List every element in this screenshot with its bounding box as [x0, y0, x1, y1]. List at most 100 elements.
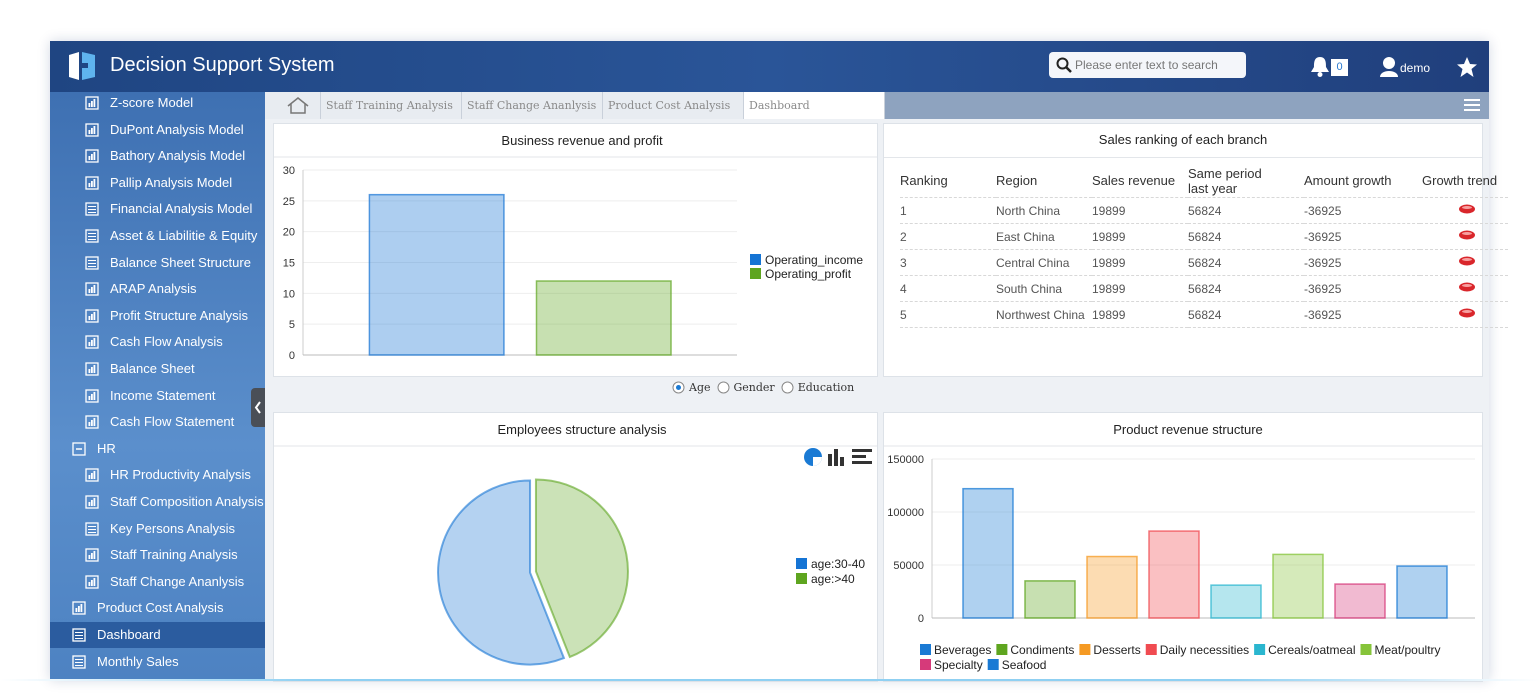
sidebar-item[interactable]: Product Cost Analysis	[50, 595, 265, 621]
sidebar-item[interactable]: Income Statement	[50, 383, 265, 409]
icon-bar	[91, 154, 93, 161]
item-icon	[85, 176, 99, 190]
icon-bar	[88, 395, 91, 400]
table-cell: Central China	[996, 249, 1092, 276]
item-label: Staff Composition Analysis	[110, 494, 264, 509]
icon-box	[85, 282, 99, 296]
icon-bar	[91, 340, 93, 347]
trend-cell	[1420, 249, 1508, 276]
item-icon	[85, 495, 99, 509]
table-cell: 56824	[1188, 197, 1304, 224]
table-cell: North China	[996, 197, 1092, 224]
ranking-table: Ranking Region Sales revenue Same period la…	[900, 164, 1508, 328]
sidebar-item[interactable]: Pallip Analysis Model	[50, 170, 265, 196]
radio	[717, 381, 729, 394]
radio-option[interactable]: Age	[672, 381, 711, 394]
icon-bar	[88, 581, 91, 586]
icon-bar	[91, 473, 93, 480]
tab[interactable]: Staff Change Ananlysis	[462, 92, 603, 119]
sidebar-item[interactable]: Z-score Model	[50, 92, 265, 116]
icon-bar	[93, 178, 96, 187]
icon-box	[85, 255, 99, 270]
sidebar-item[interactable]: Cash Flow Statement	[50, 409, 265, 435]
radio	[781, 381, 794, 394]
trend-icon	[1459, 256, 1475, 266]
user-name[interactable]: demo	[1400, 61, 1431, 75]
icon-bar	[75, 608, 78, 613]
user-icon[interactable]	[1379, 56, 1399, 78]
table-cell: 19899	[1092, 249, 1188, 276]
trend-cell	[1420, 301, 1508, 328]
sidebar-item[interactable]: Asset & Liabilitie & Equity	[50, 223, 265, 249]
tab[interactable]: Staff Training Analysis	[321, 92, 462, 119]
star-icon[interactable]	[1456, 56, 1478, 78]
table-title: Sales ranking of each branch	[1098, 132, 1268, 147]
sidebar-item[interactable]: Dashboard	[50, 622, 265, 648]
item-label: DuPont Analysis Model	[110, 121, 244, 137]
icon-bar	[91, 553, 93, 560]
tab[interactable]: Dashboard	[744, 92, 885, 119]
table-cell: -36925	[1304, 301, 1420, 328]
trend-icon	[1459, 308, 1475, 318]
sidebar-item[interactable]: Profit Structure Analysis	[50, 303, 265, 329]
header-row: Ranking Region Sales revenue Same period la…	[900, 164, 1508, 198]
item-label: Bathory Analysis Model	[110, 148, 246, 164]
icon-box	[85, 362, 99, 376]
icon-box	[85, 335, 99, 350]
sidebar-item[interactable]: Key Persons Analysis	[50, 516, 265, 542]
icon-bar	[91, 367, 93, 373]
icon-bar	[88, 342, 91, 347]
sidebar-item[interactable]: Cash Flow Analysis	[50, 329, 265, 355]
icon-bar	[88, 103, 91, 107]
sidebar-item[interactable]: DuPont Analysis Model	[50, 117, 265, 143]
sidebar-item[interactable]: Staff Change Ananlysis	[50, 569, 265, 595]
search-placeholder: Please enter text to search	[1075, 58, 1218, 72]
icon-box	[85, 202, 99, 217]
item-icon	[85, 122, 99, 137]
item-label: HR Productivity Analysis	[110, 467, 251, 483]
radio-option[interactable]: Education	[781, 381, 854, 394]
menu-icon[interactable]	[1464, 99, 1482, 113]
sidebar-item[interactable]: HR	[50, 436, 265, 462]
tab[interactable]: Product Cost Analysis	[603, 92, 744, 119]
search-box[interactable]: Please enter text to search	[1049, 52, 1246, 78]
sidebar-item[interactable]: Balance Sheet Structure	[50, 250, 265, 276]
sidebar-item[interactable]: HR Productivity Analysis	[50, 462, 265, 488]
icon-bar	[91, 127, 93, 134]
icon-bar	[93, 311, 96, 320]
sidebar-item[interactable]: Financial Analysis Model	[50, 196, 265, 222]
table-cell: 56824	[1188, 249, 1304, 276]
bell-icon[interactable]	[1310, 56, 1330, 78]
home-tab[interactable]	[265, 92, 321, 119]
table-row: 2 East China 19899 56824 -36925	[900, 223, 1508, 250]
item-label: Pallip Analysis Model	[110, 174, 233, 190]
icon-bar	[88, 315, 91, 320]
item-label: Asset & Liabilitie & Equity	[110, 228, 258, 243]
item-icon	[85, 96, 99, 110]
collapse-handle[interactable]	[251, 388, 265, 427]
sidebar-item[interactable]: Staff Training Analysis	[50, 542, 265, 568]
item-icon	[72, 654, 86, 669]
sidebar-item[interactable]: ARAP Analysis	[50, 276, 265, 302]
revenue-panel	[273, 123, 878, 377]
column-header: Growth trend	[1420, 164, 1508, 198]
radio-ring	[717, 381, 729, 394]
sidebar-item[interactable]: Staff Composition Analysis	[50, 489, 265, 515]
item-label: Key Persons Analysis	[110, 520, 236, 536]
item-label: Product Cost Analysis	[97, 600, 224, 616]
icon-bar	[88, 369, 91, 373]
item-icon	[72, 601, 86, 616]
icon-bar	[93, 285, 96, 294]
table-cell: 19899	[1092, 301, 1188, 328]
search-icon	[1056, 57, 1072, 73]
item-label: Cash Flow Analysis	[110, 334, 223, 350]
sidebar-item[interactable]: Monthly Sales	[50, 649, 265, 675]
item-icon	[85, 548, 99, 562]
sidebar-item[interactable]: Bathory Analysis Model	[50, 143, 265, 169]
table-cell: 19899	[1092, 197, 1188, 224]
item-icon	[85, 521, 99, 536]
icon-box	[85, 575, 99, 589]
icon-bar	[88, 502, 91, 506]
radio-option[interactable]: Gender	[717, 381, 775, 394]
sidebar-item[interactable]: Balance Sheet	[50, 356, 265, 382]
